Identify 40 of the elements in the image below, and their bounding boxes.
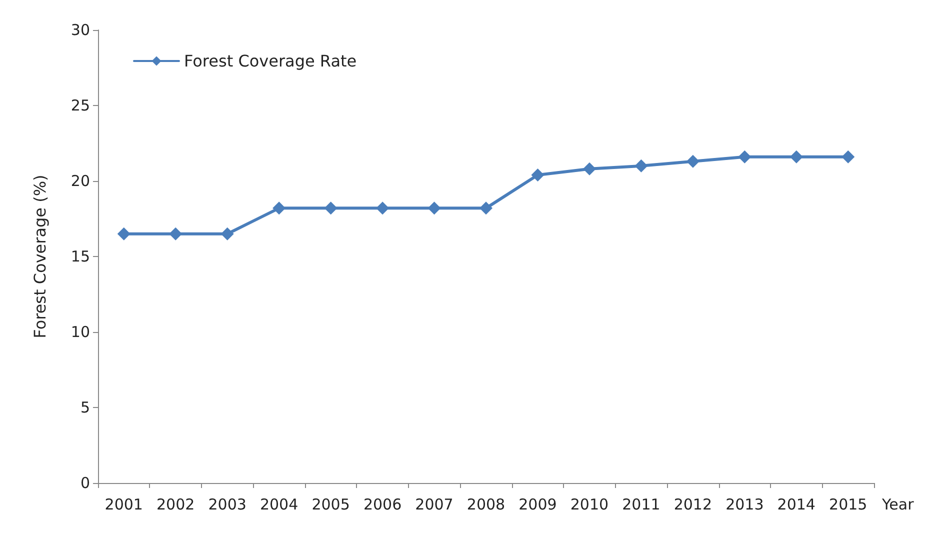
y-tick-label: 10 [70,323,90,341]
y-tick-label: 20 [70,172,90,190]
y-tick-label: 30 [70,21,90,39]
point [531,168,544,182]
x-tick-label: 2015 [829,496,868,514]
point [686,154,700,168]
x-tick-label: 2004 [260,496,298,514]
point [220,227,234,240]
x-tick-label: 2011 [622,496,660,514]
point [582,162,596,176]
x-tick-label: 2002 [156,496,195,514]
y-tick-label: 25 [70,96,90,114]
x-tick-label: 2003 [208,496,246,514]
y-tick-label: 0 [80,474,90,492]
x-tick-label: 2009 [518,496,557,514]
point [738,150,752,164]
x-tick-label: 2001 [104,496,143,514]
point [117,227,130,240]
x-axis-title: Year [881,496,915,514]
x-tick-label: 2006 [363,496,402,514]
x-tick-label: 2014 [777,496,816,514]
x-tick-label: 2010 [570,496,609,514]
point [324,202,338,215]
y-tick-label: 5 [80,398,90,416]
point [842,150,855,164]
x-tick-label: 2005 [312,496,350,514]
point [790,150,803,164]
x-tick-label: 2013 [726,496,764,514]
y-tick-label: 15 [70,248,90,266]
point [376,202,390,215]
point [480,202,492,215]
legend-label: Forest Coverage Rate [184,52,357,70]
point [272,202,286,215]
point [634,159,648,172]
y-axis-title: Forest Coverage (%) [30,174,50,338]
x-tick-label: 2007 [415,496,454,514]
point [428,202,441,215]
x-tick-label: 2008 [466,496,506,514]
x-tick-label: 2012 [674,496,712,514]
point [169,227,182,240]
